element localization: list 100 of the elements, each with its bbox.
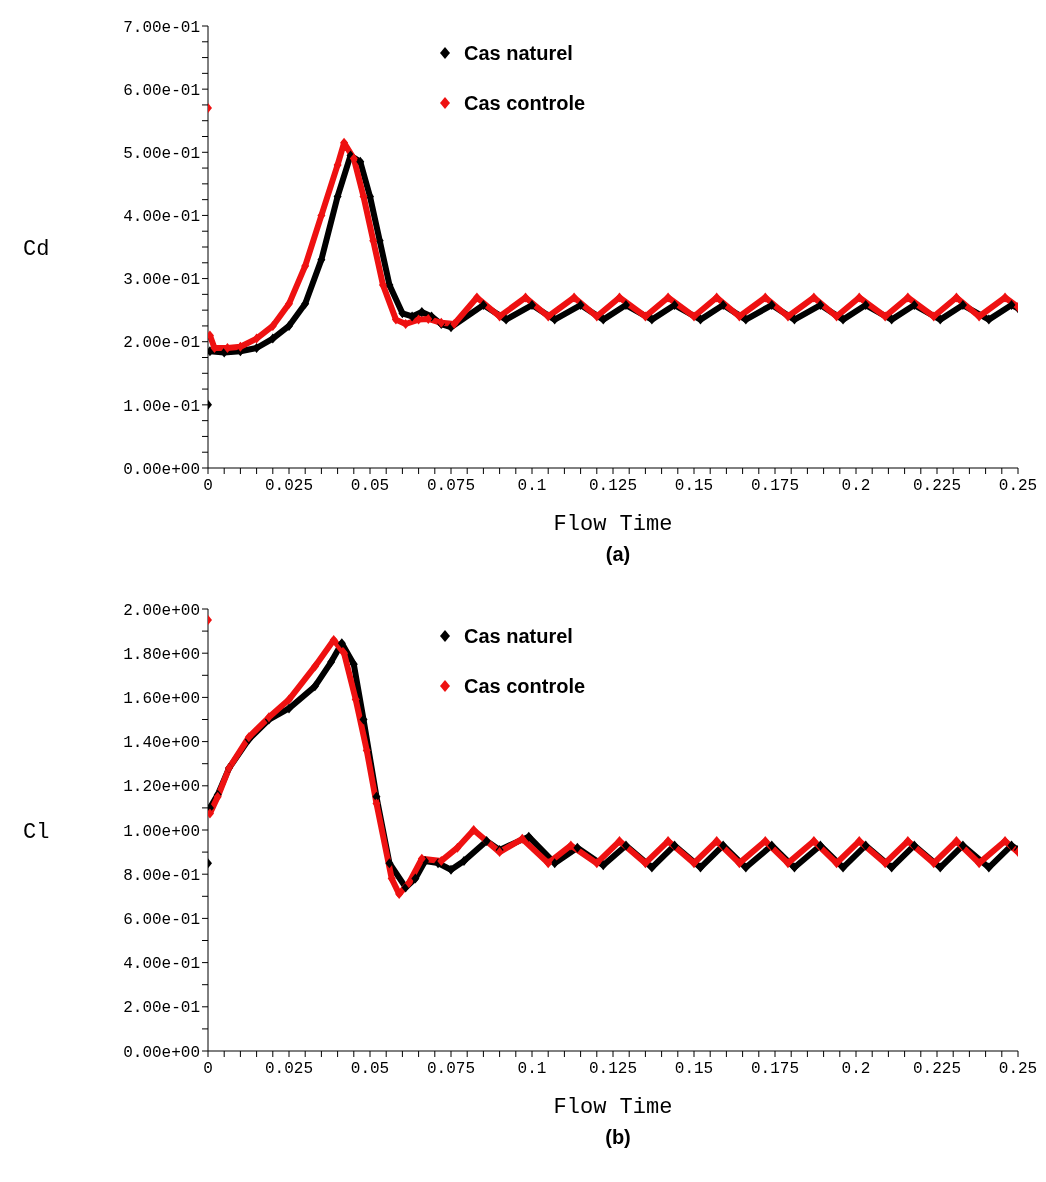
text: (b) <box>604 1126 632 1149</box>
point <box>528 300 536 311</box>
point <box>573 842 582 853</box>
y-tick-label: 7.00e-01 <box>123 18 200 37</box>
x-tick-label: 0.025 <box>264 1060 314 1078</box>
y-tick-label: 2.00e+00 <box>123 601 200 620</box>
point <box>881 311 890 322</box>
y-tick-label: 6.00e-01 <box>123 81 200 100</box>
point <box>647 862 656 873</box>
x-tick-label: 0.15 <box>674 1060 714 1078</box>
point <box>327 657 336 668</box>
point <box>518 833 527 844</box>
x-axis-title: Flow Time <box>553 512 673 537</box>
point <box>790 314 799 325</box>
x-tick-label: 0.075 <box>426 477 476 495</box>
y-tick-label: 5.00e-01 <box>123 144 200 163</box>
point <box>719 300 728 311</box>
x-tick-label: 0.05 <box>350 477 390 495</box>
point <box>816 300 825 311</box>
point <box>767 300 776 311</box>
point <box>469 825 478 835</box>
point <box>576 300 585 311</box>
y-tick-label: 1.60e+00 <box>123 690 200 709</box>
y-tick-label: 2.00e-01 <box>123 999 200 1018</box>
x-axis-title: Flow Time <box>553 1095 673 1120</box>
x-tick-label: 0.05 <box>350 1060 390 1078</box>
y-tick-label: 0.00e+00 <box>123 460 200 479</box>
point <box>832 858 841 869</box>
point <box>285 694 293 705</box>
point <box>910 300 919 311</box>
point <box>385 858 394 869</box>
point <box>767 840 776 851</box>
point <box>447 864 455 875</box>
point <box>790 862 799 873</box>
x-tick-label: 0.175 <box>750 477 800 495</box>
point <box>952 292 961 303</box>
text: (a) <box>604 543 632 566</box>
point <box>855 836 864 847</box>
point <box>479 300 488 311</box>
point <box>482 836 491 847</box>
y-tick-label: 2.00e-01 <box>123 334 200 353</box>
point <box>783 858 792 869</box>
point <box>783 311 792 322</box>
point <box>903 836 912 847</box>
x-tick-label: 0.2 <box>841 1060 871 1078</box>
point <box>337 638 346 649</box>
x-tick-label: 0.175 <box>750 1060 800 1078</box>
point <box>761 292 770 303</box>
point <box>592 858 601 869</box>
point <box>690 311 698 322</box>
x-tick-label: 0.125 <box>588 1060 638 1078</box>
point <box>1007 300 1016 311</box>
point <box>958 840 967 851</box>
point <box>285 320 293 331</box>
x-tick-label: 0.1 <box>517 477 547 495</box>
y-tick-label: 8.00e-01 <box>123 866 200 885</box>
point <box>861 840 870 851</box>
point <box>712 292 721 303</box>
point <box>936 862 945 873</box>
point <box>621 840 630 851</box>
point <box>615 836 624 847</box>
point <box>566 840 575 851</box>
point <box>472 292 481 303</box>
point <box>839 862 848 873</box>
point <box>544 311 553 322</box>
y-axis-title: Cd <box>23 236 50 262</box>
point <box>664 292 673 303</box>
point <box>1007 840 1016 851</box>
point <box>417 853 426 864</box>
legend-label: Cas controle <box>464 91 586 115</box>
point <box>404 878 413 889</box>
point <box>359 714 368 725</box>
x-tick-label: 0.075 <box>426 1060 476 1078</box>
point <box>735 858 744 869</box>
point <box>861 300 870 311</box>
point <box>495 311 504 322</box>
point <box>929 311 938 322</box>
point <box>719 840 728 851</box>
point <box>855 292 864 303</box>
x-tick-label: 0 <box>203 477 213 495</box>
y-tick-label: 1.00e+00 <box>123 822 200 841</box>
point <box>670 300 679 311</box>
point <box>453 842 462 853</box>
point <box>621 300 630 311</box>
x-tick-label: 0.025 <box>264 477 314 495</box>
legend-label: Cas naturel <box>464 41 573 65</box>
x-tick-label: 0.25 <box>998 477 1038 495</box>
x-tick-label: 0.15 <box>674 477 714 495</box>
point <box>408 311 417 322</box>
point <box>696 862 705 873</box>
y-tick-label: 1.20e+00 <box>123 778 200 797</box>
x-tick-label: 0.125 <box>588 477 638 495</box>
point <box>975 311 984 322</box>
legend-label: Cas controle <box>464 674 586 698</box>
y-tick-label: 6.00e-01 <box>123 911 200 930</box>
x-tick-label: 0.225 <box>912 477 962 495</box>
point <box>735 311 744 322</box>
point <box>641 858 650 869</box>
point <box>599 860 608 871</box>
point <box>809 292 818 303</box>
